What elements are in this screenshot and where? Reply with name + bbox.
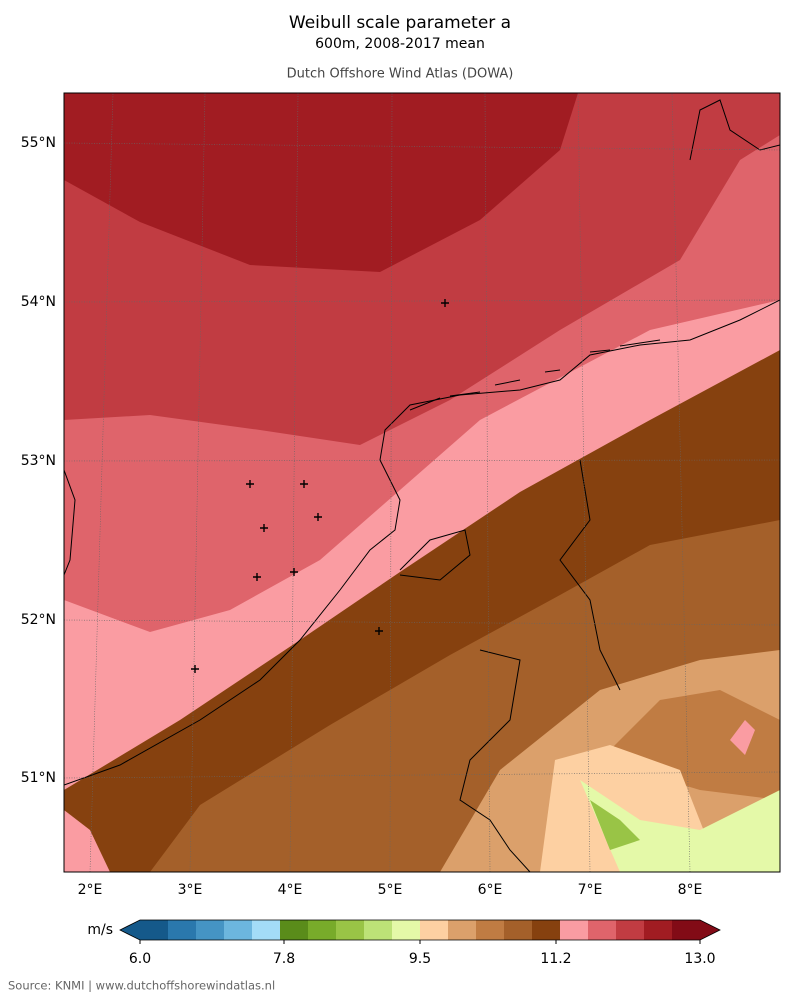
- colorbar-segment: [644, 920, 673, 940]
- colorbar-unit: m/s: [87, 922, 113, 938]
- site-markers: [191, 299, 449, 673]
- lat-label: 54°N: [21, 294, 56, 310]
- colorbar-tick-label: 7.8: [273, 951, 295, 967]
- colorbar-segment: [224, 920, 253, 940]
- colorbar-tick-label: 11.2: [540, 951, 571, 967]
- lat-label: 51°N: [21, 770, 56, 786]
- colorbar-segment: [140, 920, 169, 940]
- colorbar-segment: [392, 920, 421, 940]
- colorbar-segment: [616, 920, 645, 940]
- footer-source: Source: KNMI | www.dutchoffshorewindatla…: [8, 979, 275, 993]
- colorbar-segment: [308, 920, 337, 940]
- lon-label: 6°E: [478, 882, 503, 898]
- colorbar-extend-high: [700, 920, 720, 940]
- colorbar-segment: [532, 920, 561, 940]
- lon-label: 7°E: [578, 882, 603, 898]
- lon-label: 8°E: [678, 882, 703, 898]
- colorbar-segment: [252, 920, 281, 940]
- lon-label: 5°E: [378, 882, 403, 898]
- colorbar-tick-label: 13.0: [684, 951, 715, 967]
- title: Weibull scale parameter a: [289, 13, 511, 33]
- map-frame: [63, 92, 781, 873]
- colorbar-segment: [560, 920, 589, 940]
- colorbar-segment: [168, 920, 197, 940]
- colorbar-segment: [476, 920, 505, 940]
- colorbar-segment: [364, 920, 393, 940]
- lon-label: 4°E: [278, 882, 303, 898]
- colorbar-extend-low: [120, 920, 140, 940]
- lon-label: 3°E: [178, 882, 203, 898]
- subtitle: 600m, 2008-2017 mean: [315, 36, 485, 52]
- colorbar-segment: [504, 920, 533, 940]
- lat-label: 52°N: [21, 612, 56, 628]
- colorbar-tick-label: 9.5: [409, 951, 431, 967]
- lat-label: 53°N: [21, 453, 56, 469]
- colorbar-tick-label: 6.0: [129, 951, 151, 967]
- colorbar-segment: [448, 920, 477, 940]
- colorbar-segment: [420, 920, 449, 940]
- colorbar-segment: [280, 920, 309, 940]
- graticule: [63, 92, 781, 873]
- colorbar-segment: [336, 920, 365, 940]
- colorbar-segment: [588, 920, 617, 940]
- lat-label: 55°N: [21, 135, 56, 151]
- source-line: Dutch Offshore Wind Atlas (DOWA): [287, 67, 514, 82]
- lon-label: 2°E: [78, 882, 103, 898]
- colorbar-segment: [196, 920, 225, 940]
- colorbar-segment: [672, 920, 701, 940]
- map-field: [64, 93, 780, 872]
